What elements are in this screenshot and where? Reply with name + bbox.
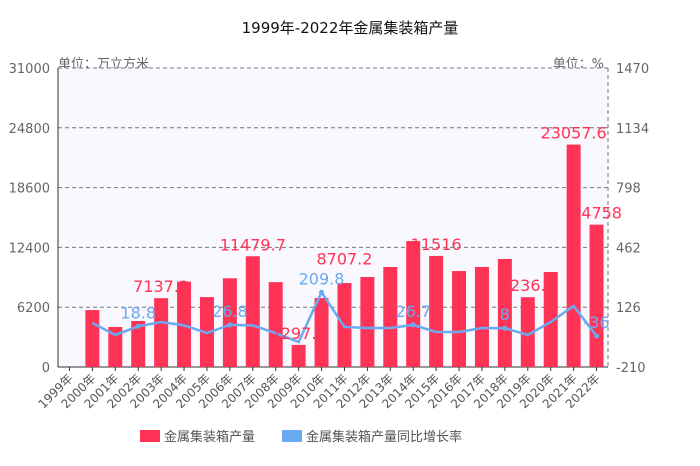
bar-data-label: 11516 (411, 235, 462, 254)
line-data-label: 8 (500, 305, 510, 324)
legend-line-swatch (282, 430, 302, 442)
bar (245, 256, 260, 367)
bar (291, 344, 306, 367)
chart-title: 1999年-2022年金属集装箱产量 (242, 19, 459, 37)
bar (383, 266, 398, 367)
line-data-label: 26.8 (212, 302, 248, 321)
bar (497, 258, 512, 367)
line-point (502, 325, 508, 331)
bar-data-label: 11479.7 (220, 235, 286, 254)
line-point (410, 322, 416, 328)
plot-background (58, 68, 608, 367)
bar (131, 320, 146, 367)
bar (520, 297, 535, 367)
line-point (319, 289, 325, 295)
right-tick-label: -210 (616, 361, 646, 376)
right-tick-label: 126 (616, 301, 641, 316)
right-tick-label: 1470 (616, 62, 649, 77)
bar (589, 224, 604, 367)
legend-bar-swatch (140, 430, 160, 442)
right-tick-label: 1134 (616, 122, 649, 137)
left-tick-label: 24800 (9, 122, 50, 137)
line-data-label: -36 (583, 313, 609, 332)
line-point (227, 322, 233, 328)
left-tick-label: 6200 (17, 301, 50, 316)
growth-line (91, 289, 598, 344)
bar (154, 298, 169, 367)
line-data-label: 26.7 (395, 302, 431, 321)
line-point (594, 333, 600, 339)
line-data-label: 209.8 (299, 269, 345, 288)
left-tick-label: 12400 (9, 241, 50, 256)
bar (543, 271, 558, 367)
legend-bar-label: 金属集装箱产量 (164, 429, 255, 445)
right-tick-label: 798 (616, 182, 641, 197)
bar (360, 277, 375, 367)
bar (429, 255, 444, 367)
bar (85, 310, 100, 367)
bar (314, 298, 329, 367)
bar (268, 282, 283, 367)
bar-data-label: 7236.4 (500, 276, 556, 295)
bar-data-label: 14758 (571, 204, 622, 223)
bar (108, 326, 123, 367)
bar-data-label: 8707.2 (316, 249, 372, 268)
bar-data-label: 23057.6 (541, 124, 607, 143)
right-tick-label: 462 (616, 241, 641, 256)
bar (474, 266, 489, 367)
legend-line-label: 金属集装箱产量同比增长率 (306, 429, 462, 445)
bar-data-label: 7137.2 (133, 277, 189, 296)
bar (406, 241, 421, 367)
bar (566, 144, 581, 367)
left-tick-label: 18600 (9, 182, 50, 197)
line-point (135, 323, 141, 329)
line-data-label: 18.8 (120, 303, 156, 322)
bar (452, 271, 467, 367)
left-tick-label: 31000 (9, 62, 50, 77)
left-tick-label: 0 (42, 361, 50, 376)
bar-data-label: 2297.4 (271, 324, 327, 343)
